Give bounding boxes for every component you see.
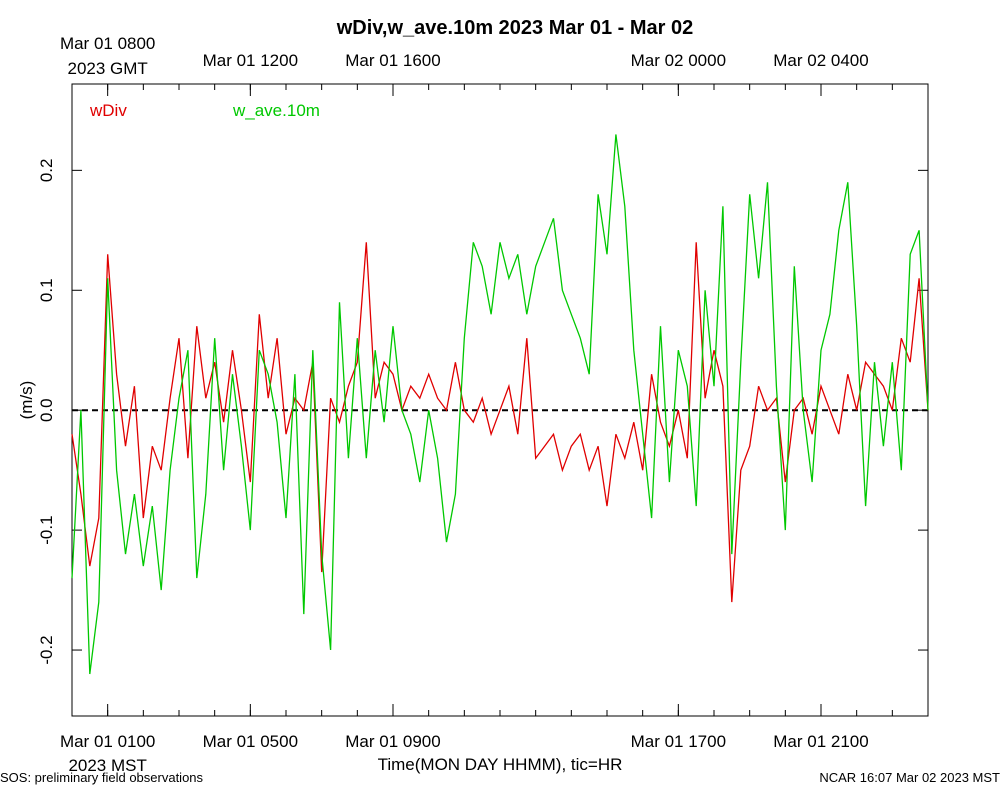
x-tick-label: Mar 01 1700 [631,732,726,751]
data-line [71,134,929,675]
x-tick-label: Mar 01 0900 [345,732,440,751]
legend-entry: wDiv [89,101,127,120]
y-tick-label: -0.1 [37,515,56,544]
x-tick-label: Mar 01 0100 [60,732,155,751]
plot-frame [71,83,929,717]
data-line [71,242,929,603]
legend-entry: w_ave.10m [232,101,320,120]
x2-tick-label: Mar 01 1600 [345,51,440,70]
y-tick-label: 0.2 [37,159,56,183]
y-tick-label: 0.0 [37,398,56,422]
y-tick-label: -0.2 [37,635,56,664]
chart-title: wDiv,w_ave.10m 2023 Mar 01 - Mar 02 [336,17,694,39]
x2-tick-label: Mar 01 1200 [203,51,298,70]
x-tick-label: Mar 01 0500 [203,732,298,751]
x2-tick-label: Mar 02 0000 [631,51,726,70]
x2-zone-label: 2023 GMT [68,59,148,78]
x2-tick-label: Mar 02 0400 [773,51,868,70]
x-zone-label: 2023 MST [68,756,146,775]
x-tick-label: Mar 01 2100 [773,732,868,751]
x2-tick-label: Mar 01 0800 [60,34,155,53]
footer-left: SOS: preliminary field observations [0,770,204,785]
x-axis-label: Time(MON DAY HHMM), tic=HR [378,755,623,774]
y-axis-label: (m/s) [17,381,36,420]
footer-right: NCAR 16:07 Mar 02 2023 MST [819,770,1000,785]
y-tick-label: 0.1 [37,278,56,302]
